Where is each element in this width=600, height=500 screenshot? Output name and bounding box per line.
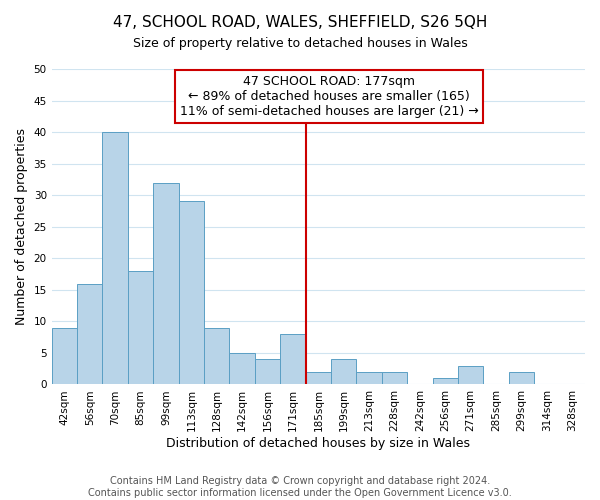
Bar — [103, 132, 128, 384]
Bar — [382, 372, 407, 384]
Bar — [280, 334, 305, 384]
Text: Size of property relative to detached houses in Wales: Size of property relative to detached ho… — [133, 38, 467, 51]
Bar — [128, 271, 153, 384]
Bar — [305, 372, 331, 384]
Y-axis label: Number of detached properties: Number of detached properties — [15, 128, 28, 325]
Text: 47, SCHOOL ROAD, WALES, SHEFFIELD, S26 5QH: 47, SCHOOL ROAD, WALES, SHEFFIELD, S26 5… — [113, 15, 487, 30]
Bar — [331, 359, 356, 384]
Bar — [77, 284, 103, 384]
Bar — [153, 182, 179, 384]
Text: 47 SCHOOL ROAD: 177sqm
← 89% of detached houses are smaller (165)
11% of semi-de: 47 SCHOOL ROAD: 177sqm ← 89% of detached… — [179, 76, 478, 118]
X-axis label: Distribution of detached houses by size in Wales: Distribution of detached houses by size … — [166, 437, 470, 450]
Bar — [433, 378, 458, 384]
Bar — [229, 353, 255, 384]
Bar — [458, 366, 484, 384]
Bar — [255, 359, 280, 384]
Bar — [179, 202, 204, 384]
Bar — [204, 328, 229, 384]
Bar — [52, 328, 77, 384]
Text: Contains HM Land Registry data © Crown copyright and database right 2024.
Contai: Contains HM Land Registry data © Crown c… — [88, 476, 512, 498]
Bar — [356, 372, 382, 384]
Bar — [509, 372, 534, 384]
